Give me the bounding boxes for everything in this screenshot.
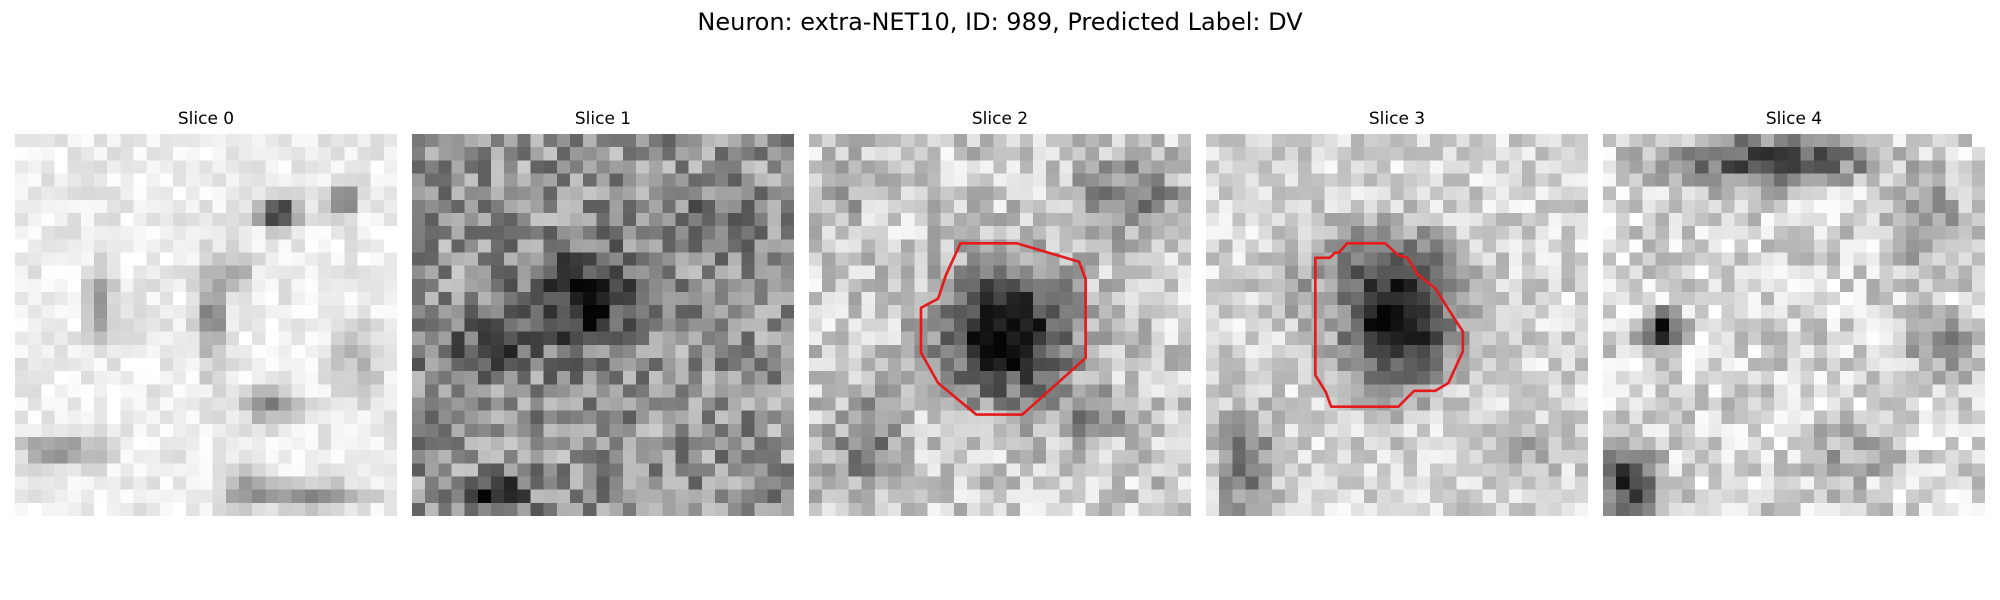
figure-title: Neuron: extra-NET10, ID: 989, Predicted …	[0, 6, 2000, 38]
slice-image	[1603, 134, 1985, 516]
slice-image	[1206, 134, 1588, 516]
slice-panel-3: Slice 3	[1206, 108, 1588, 130]
slice-title: Slice 4	[1603, 108, 1985, 130]
pixel-grid	[15, 134, 397, 516]
slice-title: Slice 2	[809, 108, 1191, 130]
slice-image	[412, 134, 794, 516]
pixel-grid	[1603, 134, 1985, 516]
slice-panel-0: Slice 0	[15, 108, 397, 130]
slice-panel-1: Slice 1	[412, 108, 794, 130]
pixel-grid	[809, 134, 1191, 516]
pixel-grid	[1206, 134, 1588, 516]
slice-image	[15, 134, 397, 516]
slice-title: Slice 0	[15, 108, 397, 130]
slice-title: Slice 1	[412, 108, 794, 130]
slice-panel-2: Slice 2	[809, 108, 1191, 130]
slice-image	[809, 134, 1191, 516]
pixel-grid	[412, 134, 794, 516]
slice-title: Slice 3	[1206, 108, 1588, 130]
slice-panel-4: Slice 4	[1603, 108, 1985, 130]
